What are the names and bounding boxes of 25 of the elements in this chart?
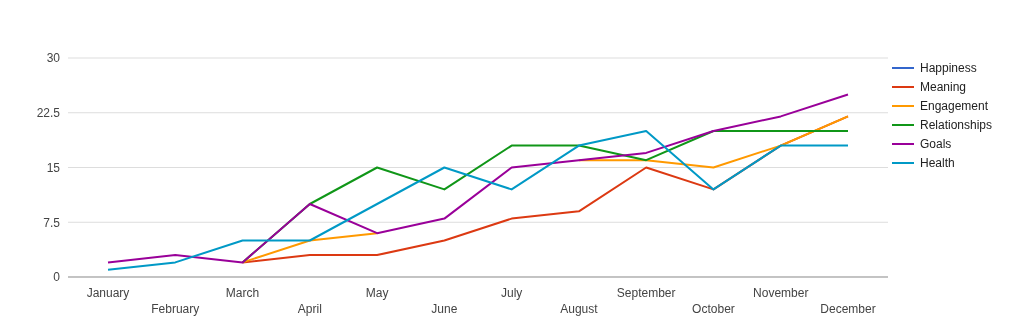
y-tick-label: 30 — [46, 51, 61, 66]
x-tick-label: September — [616, 286, 676, 300]
x-tick-label: February — [151, 302, 200, 316]
legend-label: Meaning — [920, 79, 967, 94]
x-tick-label: April — [297, 302, 322, 316]
y-tick-label: 7.5 — [43, 215, 61, 230]
legend-label: Relationships — [920, 117, 993, 132]
y-tick-label: 15 — [46, 160, 61, 175]
x-tick-label: October — [692, 302, 735, 316]
x-tick-label: August — [560, 302, 599, 316]
line-series — [107, 130, 849, 271]
x-tick-label: May — [365, 286, 389, 300]
x-tick-label: November — [753, 286, 809, 300]
legend-label: Goals — [920, 136, 952, 151]
x-tick-label: March — [225, 286, 260, 300]
x-tick-label: June — [431, 302, 458, 316]
x-tick-label: January — [86, 286, 130, 300]
legend-label: Happiness — [920, 60, 977, 75]
legend-label: Health — [920, 155, 955, 170]
x-tick-label: December — [820, 302, 876, 316]
x-tick-label: July — [500, 286, 523, 300]
legend-label: Engagement — [920, 98, 989, 113]
line-series — [107, 93, 849, 264]
y-tick-label: 0 — [53, 270, 61, 285]
y-tick-label: 22.5 — [36, 106, 61, 121]
